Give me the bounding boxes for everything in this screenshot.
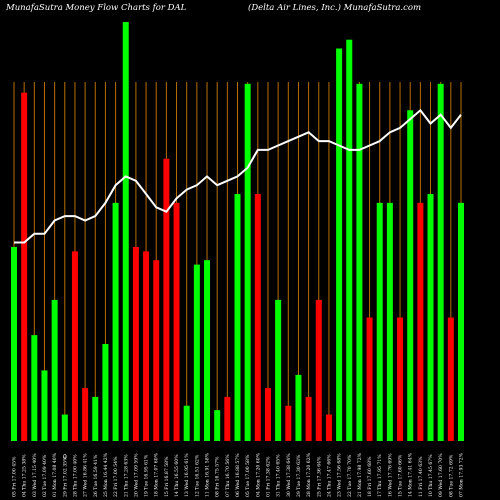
bar-10 [112,202,119,441]
bar-34 [356,83,363,441]
bar-5 [61,414,68,441]
bar-33 [346,39,353,441]
bar-41 [427,194,434,441]
x-tick-label: 14 Thu 16.55 60% [174,454,180,497]
x-tick-label: 06 Wed 16.88 57% [235,453,241,497]
x-tick-label: 22 Tue 17.70 70% [347,454,353,497]
x-tick-label: 29 Fri 17.02 35% [62,456,68,497]
x-tick-label: 04 Thu 17.25 38% [22,454,28,497]
x-tick-label: 17 Thu 17.95 71% [377,454,383,497]
money-flow-line [14,108,462,244]
bar-26 [275,299,282,441]
bar-24 [254,194,261,441]
x-tick-label: 10 Thu 17.45 67% [428,454,434,497]
chart-title: MunafaSutra Money Flow Charts for DAL [5,3,187,13]
bar-2 [31,335,38,441]
x-tick-label: 20 Wed 17.09 59% [133,453,139,497]
x-tick-label: 14 Mon 17.41 64% [408,452,414,497]
bar-40 [417,202,424,441]
x-tick-label: 30 Wed 17.38 64% [286,453,292,497]
bar-15 [163,158,170,441]
bar-35 [366,317,373,441]
x-tick-label: 15 Fri 16.87 58% [164,456,170,497]
bar-19 [204,260,211,441]
bar-9 [102,343,109,441]
x-tick-label: 18 Fri 17.60 68% [367,456,373,497]
x-tick-label: 24 Thu 17.47 66% [326,454,332,497]
x-tick-label: 31 Thu 17.40 65% [276,454,282,497]
x-tick-label: 22 Fri 17.00 54% [113,456,119,497]
chart-subtitle: (Delta Air Lines, Inc.) MunafaSutra.com [248,2,421,13]
bar-42 [437,83,444,441]
x-tick-label: 05 Fri 17.00 45% [12,456,18,497]
bar-29 [305,396,312,441]
x-tick-label: 13 Wed 16.95 61% [184,453,190,497]
bar-14 [153,260,160,441]
x-tick-label: 21 Thu 17.28 63% [123,454,129,497]
bar-11 [122,22,129,442]
x-tick-label: 05 Tue 17.00 58% [245,454,251,497]
x-tick-label: 16 Wed 17.76 69% [387,453,393,497]
x-tick-label: 04 Mon 17.20 60% [255,452,261,497]
x-tick-label: 26 Tue 16.59 41% [93,454,99,497]
bar-25 [264,388,271,441]
bar-13 [143,251,150,441]
x-tick-label: 01 Fri 17.38 62% [265,456,271,497]
bar-7 [82,388,89,441]
x-tick-label: 28 Thu 17.00 40% [72,454,78,497]
x-tick-label: 19 Tue 16.95 61% [144,454,150,497]
bar-8 [92,396,99,441]
x-tick-label: 07 Thu 16.70 56% [225,454,231,497]
bar-12 [132,246,139,441]
bar-32 [336,48,343,441]
zero-label: 0 [63,454,67,461]
bar-1 [21,92,28,442]
x-tick-label: 21 Mon 17.98 72% [357,452,363,497]
bar-36 [376,202,383,441]
bar-37 [386,202,393,441]
bar-0 [11,246,17,441]
bar-28 [295,374,302,441]
x-tick-label: 28 Mon 17.20 62% [306,452,312,497]
x-tick-labels: 05 Fri 17.00 45% 04 Thu 17.25 38% 03 Wed 1… [12,452,465,497]
bar-27 [285,405,292,441]
bar-43 [447,317,454,441]
x-tick-label: 01 Mon 17.08 40% [52,452,58,497]
bar-21 [224,396,231,441]
bar-4 [51,299,58,441]
x-tick-label: 27 Wed 16.86 41% [83,453,89,497]
bar-6 [71,251,78,441]
bar-31 [325,414,332,441]
x-tick-label: 03 Wed 17.15 40% [32,453,38,497]
x-tick-label: 08 Tue 17.72 69% [448,454,454,497]
x-tick-label: 25 Mon 16.44 42% [103,452,109,497]
bar-3 [41,370,48,441]
x-tick-label: 15 Tue 17.60 66% [398,454,404,497]
bar-39 [407,110,414,441]
x-tick-label: 25 Fri 17.36 64% [316,456,322,497]
bar-22 [234,194,241,441]
bar-16 [173,202,180,441]
bar-18 [193,264,200,441]
bar-17 [183,405,190,441]
bar-23 [244,83,251,441]
bar-44 [458,202,464,441]
x-tick-label: 12 Tue 16.51 62% [194,454,200,497]
x-tick-label: 29 Tue 17.30 63% [296,454,302,497]
x-tick-label: 02 Tue 17.09 40% [42,454,48,497]
x-tick-label: 08 Fri 16.75 57% [215,456,221,497]
x-tick-label: 07 Mon 17.93 72% [459,452,465,497]
bar-30 [315,299,322,441]
x-tick-label: 18 Mon 17.07 60% [154,452,160,497]
bar-20 [214,410,221,441]
bar-38 [397,317,404,441]
x-tick-label: 09 Wed 17.60 70% [438,453,444,497]
x-tick-label: 11 Mon 16.91 58% [205,452,211,497]
x-tick-label: 11 Fri 17.40 63% [418,456,424,497]
x-tick-label: 23 Wed 17.56 68% [337,453,343,497]
bars [11,22,464,442]
